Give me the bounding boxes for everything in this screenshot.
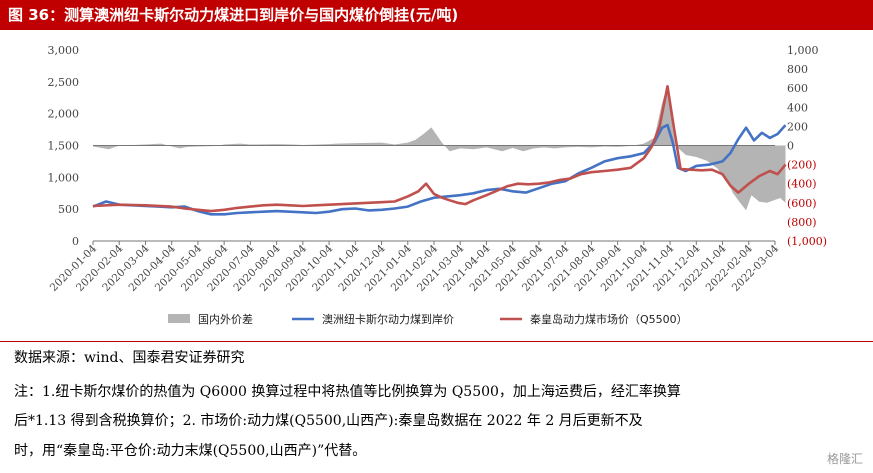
right-tick-label: 1,000 xyxy=(787,44,819,57)
right-tick-label: (200) xyxy=(787,159,817,172)
data-source: 数据来源：wind、国泰君安证券研究 xyxy=(14,350,245,366)
left-tick-label: 500 xyxy=(58,203,79,216)
right-tick-label: (800) xyxy=(787,216,817,229)
left-tick-label: 2,000 xyxy=(48,108,80,121)
left-tick-label: 2,500 xyxy=(48,76,80,89)
area-layer xyxy=(93,86,786,211)
right-tick-label: 0 xyxy=(787,140,794,153)
right-tick-label: 800 xyxy=(787,63,808,76)
series-line-newcastle xyxy=(92,123,787,216)
left-tick-label: 0 xyxy=(72,235,79,248)
left-tick-label: 3,000 xyxy=(48,44,80,57)
legend-newcastle-label: 澳洲纽卡斯尔动力煤到岸价 xyxy=(322,312,454,326)
series-area-spread xyxy=(93,86,786,211)
left-tick-label: 1,500 xyxy=(48,140,80,153)
right-tick-label: 400 xyxy=(787,101,808,114)
legend-qinhuangdao-label: 秦皇岛动力煤市场价（Q5500） xyxy=(530,312,688,326)
right-tick-label: (400) xyxy=(787,178,817,191)
legend-spread-swatch xyxy=(168,314,190,323)
note-line-2: 后*1.13 得到含税换算价；2. 市场价:动力煤(Q5500,山西产):秦皇岛… xyxy=(14,413,643,429)
legend-spread-label: 国内外价差 xyxy=(198,312,253,326)
left-axis-ticks: 0 500 1,000 1,500 2,000 2,500 3,000 xyxy=(48,44,80,248)
watermark: 格隆汇 xyxy=(826,452,863,466)
divider-top xyxy=(0,341,873,342)
right-tick-label: 200 xyxy=(787,120,808,133)
note-line-3: 时，用“秦皇岛:平仓价:动力末煤(Q5500,山西产)”代替。 xyxy=(14,443,367,459)
x-axis-ticks: 2020-01-042020-02-042020-03-042020-04-04… xyxy=(48,241,781,294)
title-bar: 图 36：测算澳洲纽卡斯尔动力煤进口到岸价与国内煤价倒挂(元/吨) xyxy=(0,0,873,30)
left-tick-label: 1,000 xyxy=(48,171,80,184)
right-tick-label: 600 xyxy=(787,82,808,95)
legend: 国内外价差 澳洲纽卡斯尔动力煤到岸价 秦皇岛动力煤市场价（Q5500） xyxy=(168,312,688,326)
note-line-1: 注：1.纽卡斯尔煤价的热值为 Q6000 换算过程中将热值等比例换算为 Q550… xyxy=(14,384,681,400)
series-line-qinhuangdao xyxy=(92,85,787,213)
right-tick-label: (1,000) xyxy=(787,235,827,248)
figure-title: 图 36：测算澳洲纽卡斯尔动力煤进口到岸价与国内煤价倒挂(元/吨) xyxy=(8,6,459,24)
right-tick-label: (600) xyxy=(787,197,817,210)
chart: 0 500 1,000 1,500 2,000 2,500 3,000 1,000 800 60… xyxy=(48,44,828,326)
lines-layer xyxy=(92,85,787,216)
right-axis-ticks: 1,000 800 600 400 200 0 (200) (400) (600) (800) (1… xyxy=(787,44,827,248)
